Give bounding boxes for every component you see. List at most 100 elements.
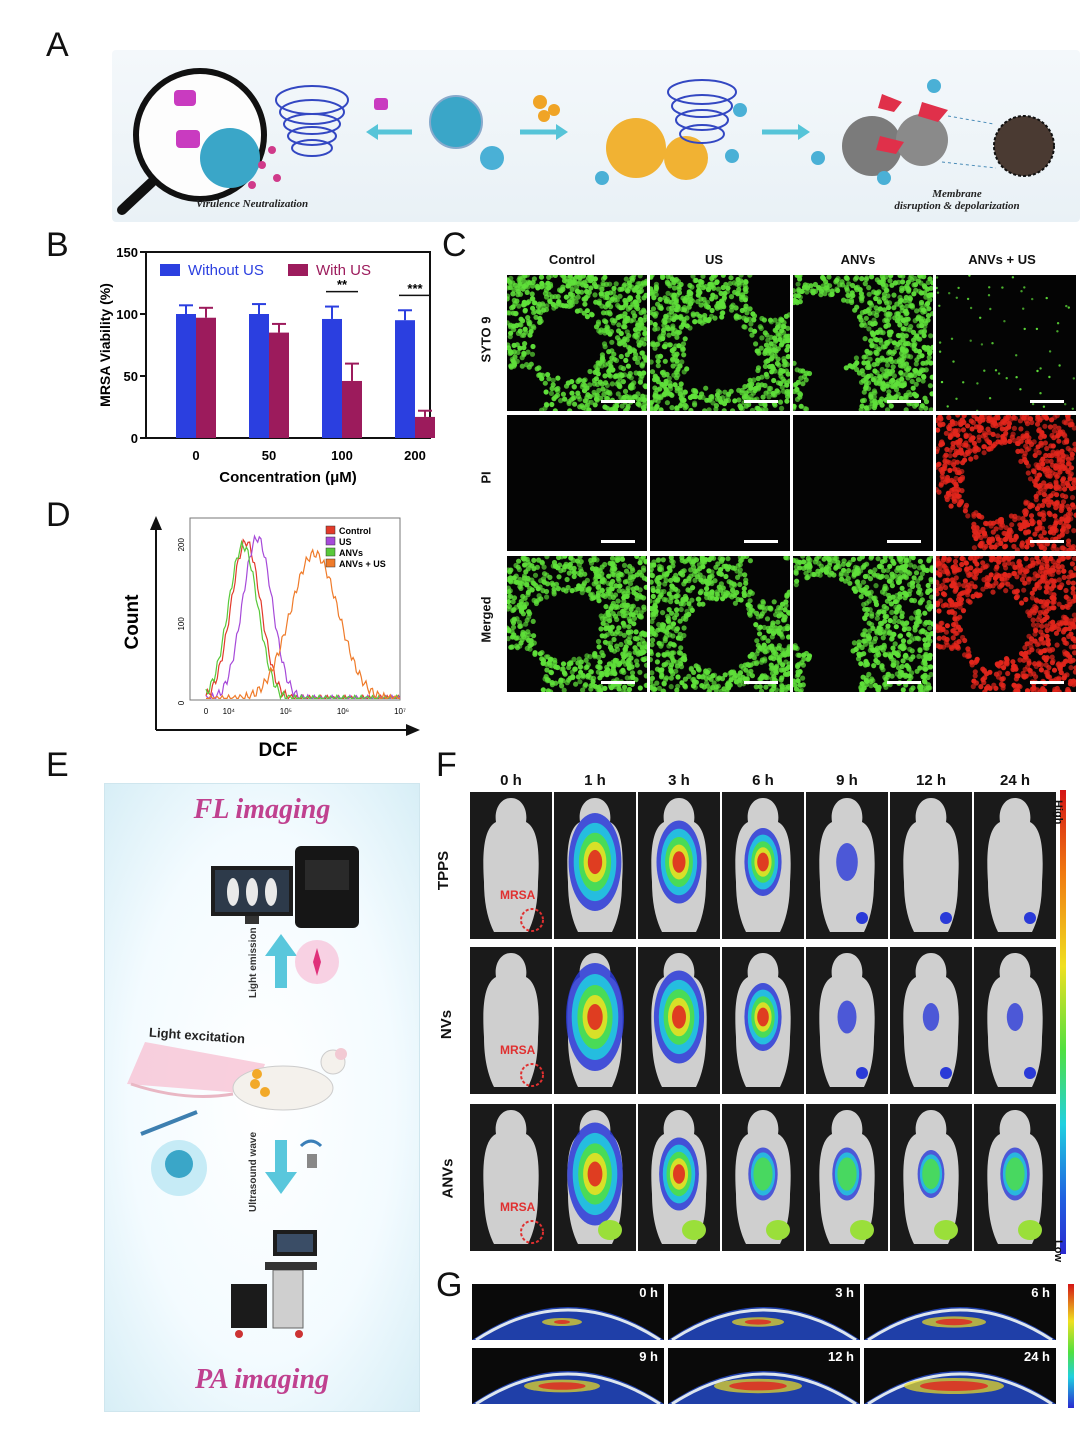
y-axis-label: Count (122, 594, 143, 650)
row-header: PI (478, 471, 494, 484)
scale-bar (601, 540, 635, 543)
mouse-body (483, 798, 544, 932)
y-tick-label: 50 (124, 369, 138, 384)
mouse-icon (232, 1065, 334, 1111)
vesicle-medium (664, 136, 708, 180)
x-tick-label: 10⁶ (337, 707, 349, 716)
pa-signal (864, 1371, 1056, 1404)
x-tick-label: 0 (192, 448, 199, 463)
panel-label-a: A (46, 26, 69, 64)
legend-swatch (325, 525, 336, 535)
mouse-image-tile (974, 1104, 1056, 1251)
excitation-beam-icon (127, 1042, 265, 1094)
mouse-image-tile (722, 1104, 804, 1251)
panel-b-bar-chart: 0 50 100 150 0 50 100 ** 200 *** Without US With US… (90, 240, 440, 500)
pa-timepoint-label: 3 h (835, 1285, 854, 1300)
pa-image-tile: 6 h (864, 1284, 1056, 1340)
x-tick-label: 100 (331, 448, 353, 463)
caption-virulence: Virulence Neutralization (195, 198, 309, 210)
panel-label-f: F (436, 746, 457, 784)
ultrasound-wave-label: Ultrasound wave (248, 1131, 259, 1212)
pa-image-tile: 24 h (864, 1348, 1056, 1404)
scale-high-label: High (1052, 800, 1064, 825)
micrograph-tile (936, 275, 1076, 411)
x-axis-label: Concentration (μM) (219, 469, 357, 486)
scale-bar (887, 681, 921, 684)
scale-bar (887, 400, 921, 403)
column-header: ANVs (840, 252, 876, 267)
scale-bar (887, 540, 921, 543)
scale-low-label: Low (1052, 1240, 1064, 1262)
pa-signal (472, 1307, 664, 1340)
micrograph-tile (650, 415, 790, 551)
viability-bar-chart: 0 50 100 150 0 50 100 ** 200 *** Without US With US… (97, 245, 435, 486)
legend-label: ANVs (339, 548, 363, 558)
pa-image-tile: 3 h (668, 1284, 860, 1340)
timepoint-header: 24 h (999, 772, 1030, 789)
cell-field (793, 415, 933, 551)
vesicle-zoom (200, 128, 260, 188)
panel-label-c: C (442, 226, 467, 264)
micrograph-tile (650, 556, 790, 692)
arrow-up-icon (265, 934, 297, 988)
bar (249, 314, 269, 438)
bar (176, 314, 196, 438)
column-header: ANVs + US (968, 252, 1036, 267)
mrsa-label: MRSA (500, 888, 536, 902)
histogram-line (205, 534, 401, 700)
toxin-icon (174, 90, 196, 106)
mouse-body (819, 798, 875, 932)
y-tick-label: 0 (131, 431, 138, 446)
legend-swatch (325, 536, 336, 546)
micrograph-tile (936, 556, 1076, 692)
scale-bar (744, 540, 778, 543)
histogram-line (206, 548, 400, 700)
group-label: NVs (438, 1009, 456, 1040)
y-tick-label: 0 (177, 700, 186, 705)
bar (342, 380, 362, 438)
cell-field (793, 556, 933, 692)
x-tick-label: 10⁷ (394, 707, 406, 716)
row-header: Merged (478, 596, 494, 643)
y-axis-label: MRSA Viability (%) (97, 283, 113, 407)
column-header: US (704, 252, 724, 267)
x-tick-label: 50 (262, 448, 276, 463)
significance-label: ** (337, 277, 348, 292)
mouse-image-tile (806, 1104, 888, 1251)
coil-icon-2 (667, 79, 737, 144)
mouse-image-tile (890, 1104, 972, 1251)
mouse-body (566, 953, 624, 1087)
mouse-body (735, 1110, 791, 1244)
mrsa-label: MRSA (500, 1200, 536, 1214)
panel-label-g: G (436, 1266, 463, 1304)
toxin-icon-2 (176, 130, 200, 148)
cell-field (936, 415, 1076, 551)
x-tick-label: 0 (204, 707, 209, 716)
mouse-body (903, 1110, 959, 1244)
mouse-body (651, 953, 707, 1087)
infection-site-marker (520, 1220, 544, 1244)
light-emission-label: Light emission (248, 927, 259, 998)
micrograph-tile (507, 415, 647, 551)
legend-label: Control (339, 526, 371, 536)
ultrasound-signal-icon (299, 1139, 323, 1148)
row-header: SYTO 9 (478, 316, 494, 363)
scale-bar (744, 400, 778, 403)
pa-colorbar (1068, 1284, 1074, 1408)
mouse-image-tile (638, 947, 720, 1094)
cell-field (650, 415, 790, 551)
panel-e-schematic: FL imaging Light (104, 783, 420, 1412)
pa-timepoint-label: 0 h (639, 1285, 658, 1300)
x-tick-label: 10⁴ (223, 707, 236, 716)
mouse-body (903, 798, 959, 932)
x-tick-label: 10⁵ (280, 707, 292, 716)
y-tick-label: 200 (177, 538, 186, 552)
pa-image-tile: 0 h (472, 1284, 664, 1340)
timepoint-header: 12 h (915, 772, 946, 789)
mouse-image-tile (554, 1104, 636, 1251)
micrograph-tile (507, 275, 647, 411)
legend-label: ANVs + US (339, 559, 386, 569)
group-label: ANVs (439, 1158, 457, 1199)
mouse-image-tile (974, 947, 1056, 1094)
pa-signal (668, 1371, 860, 1404)
